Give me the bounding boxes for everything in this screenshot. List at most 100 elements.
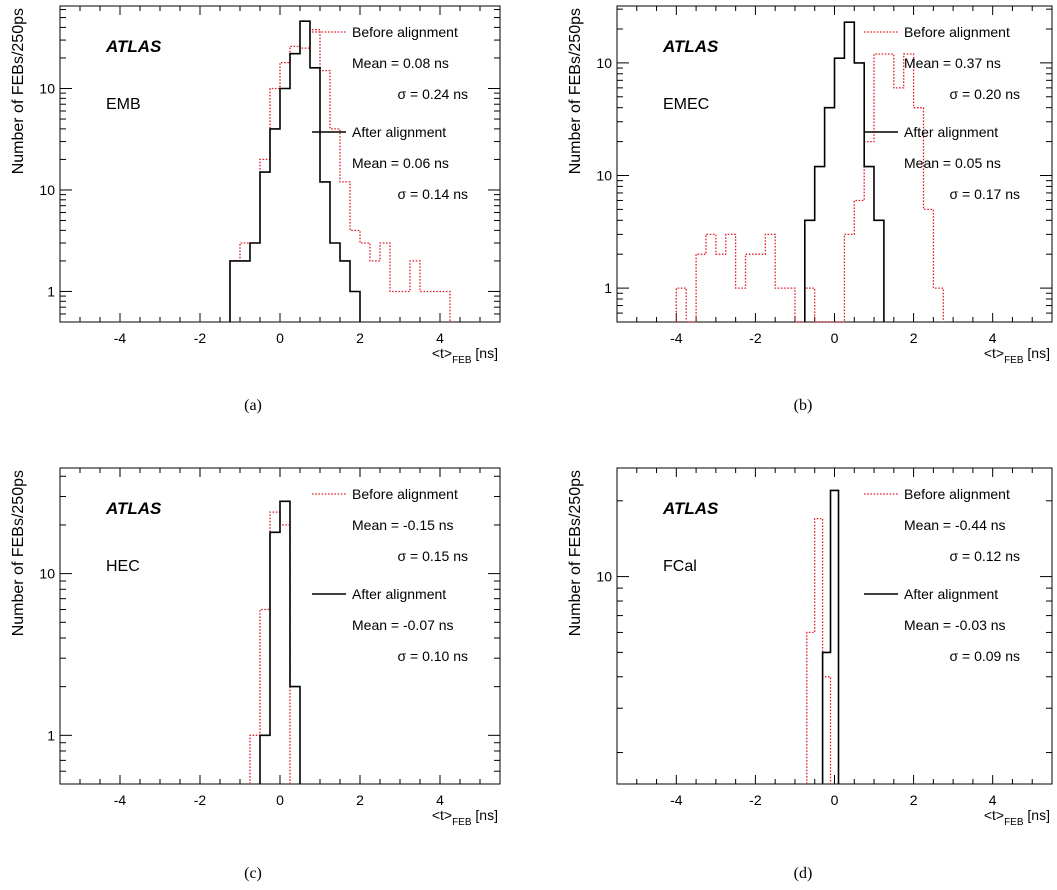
x-axis: -4 -2 0 2 4 xyxy=(616,468,1053,808)
after-alignment-histogram xyxy=(259,500,301,784)
x-axis-title-unit: [ns] xyxy=(1024,807,1050,823)
legend-after-mean: Mean = -0.03 ns xyxy=(904,617,1006,633)
x-tick-label: 2 xyxy=(356,330,364,346)
chart-panel-emb: -4 -2 0 2 4 1 10 10 ATLAS EMB Before alignment Mean… xyxy=(10,5,501,414)
x-tick-label: 4 xyxy=(436,330,444,346)
x-axis-title: <t>FEB [ns] xyxy=(432,807,498,828)
legend-before-mean: Mean = 0.37 ns xyxy=(904,55,1001,71)
legend-before-sigma: σ = 0.20 ns xyxy=(949,86,1020,102)
legend-after-sigma: σ = 0.14 ns xyxy=(397,186,468,202)
x-axis: -4 -2 0 2 4 xyxy=(59,6,501,346)
after-alignment-histogram xyxy=(804,21,885,322)
y-axis-title: Number of FEBs/250ps xyxy=(567,8,584,174)
y-tick-label: 10 xyxy=(596,569,612,585)
region-label: FCal xyxy=(663,558,697,575)
legend: Before alignment Mean = 0.37 ns σ = 0.20 n… xyxy=(864,24,1020,202)
x-axis-title-unit: [ns] xyxy=(472,807,498,823)
x-axis-title-main: <t> xyxy=(432,345,452,361)
x-tick-label: -2 xyxy=(194,792,207,808)
before-alignment-histogram xyxy=(229,29,451,322)
legend: Before alignment Mean = 0.08 ns σ = 0.24 n… xyxy=(312,24,468,202)
x-axis-title: <t>FEB [ns] xyxy=(984,345,1050,366)
region-label: EMEC xyxy=(663,96,709,113)
x-tick-label: -4 xyxy=(670,330,683,346)
legend-after-sigma: σ = 0.17 ns xyxy=(949,186,1020,202)
legend-after-label: After alignment xyxy=(904,586,998,602)
legend-after-label: After alignment xyxy=(352,586,446,602)
region-label: EMB xyxy=(106,96,141,113)
legend-before-label: Before alignment xyxy=(904,486,1010,502)
x-axis-title: <t>FEB [ns] xyxy=(432,345,498,366)
chart-panel-emec: -4 -2 0 2 4 1 10 10 ATLAS EMEC Before alignment Mea… xyxy=(567,5,1053,414)
legend: Before alignment Mean = -0.15 ns σ = 0.15 … xyxy=(312,486,468,664)
x-tick-label: 4 xyxy=(989,330,997,346)
x-axis-title-sub: FEB xyxy=(1004,355,1024,366)
legend-before-label: Before alignment xyxy=(352,486,458,502)
legend-after-label: After alignment xyxy=(904,124,998,140)
y-axis: 1 10 xyxy=(39,475,500,785)
legend-after-label: After alignment xyxy=(352,124,446,140)
x-tick-label: 2 xyxy=(910,792,918,808)
legend-before-mean: Mean = -0.15 ns xyxy=(352,517,454,533)
y-tick-label: 1 xyxy=(47,727,55,743)
x-tick-label: -2 xyxy=(194,330,207,346)
after-alignment-histogram xyxy=(229,20,361,322)
x-tick-label: -4 xyxy=(114,792,127,808)
legend-after-mean: Mean = 0.06 ns xyxy=(352,155,449,171)
legend-before-label: Before alignment xyxy=(904,24,1010,40)
legend: Before alignment Mean = -0.44 ns σ = 0.12 … xyxy=(864,486,1020,664)
atlas-label: ATLAS xyxy=(662,37,719,56)
legend-before-label: Before alignment xyxy=(352,24,458,40)
x-tick-label: -2 xyxy=(749,330,762,346)
y-tick-label: 1 xyxy=(604,280,612,296)
y-tick-label: 10 xyxy=(39,566,55,582)
before-alignment-histogram xyxy=(806,517,832,784)
atlas-label: ATLAS xyxy=(105,37,162,56)
after-alignment-histogram xyxy=(821,489,840,784)
x-tick-label: 0 xyxy=(276,792,284,808)
legend-before-sigma: σ = 0.15 ns xyxy=(397,548,468,564)
legend-after-sigma: σ = 0.10 ns xyxy=(397,648,468,664)
y-tick-label: 1 xyxy=(47,283,55,299)
x-axis-title-sub: FEB xyxy=(452,355,472,366)
x-tick-label: 4 xyxy=(989,792,997,808)
x-tick-label: 0 xyxy=(276,330,284,346)
legend-after-sigma: σ = 0.09 ns xyxy=(949,648,1020,664)
y-tick-label: 10 xyxy=(596,55,612,71)
y-axis-title: Number of FEBs/250ps xyxy=(10,8,27,174)
x-axis-title-sub: FEB xyxy=(1004,817,1024,828)
x-tick-label: -4 xyxy=(670,792,683,808)
y-axis: 1 10 10 xyxy=(596,8,1052,323)
x-tick-label: 2 xyxy=(356,792,364,808)
legend-before-sigma: σ = 0.24 ns xyxy=(397,86,468,102)
y-axis: 10 xyxy=(596,500,1052,754)
x-axis-title-sub: FEB xyxy=(452,817,472,828)
legend-after-mean: Mean = 0.05 ns xyxy=(904,155,1001,171)
legend-after-mean: Mean = -0.07 ns xyxy=(352,617,454,633)
chart-panel-fcal: -4 -2 0 2 4 10 ATLAS FCal Before alignment Mean =… xyxy=(567,467,1053,882)
x-tick-label: 0 xyxy=(831,792,839,808)
y-axis-title: Number of FEBs/250ps xyxy=(10,470,27,636)
panel-caption: (a) xyxy=(244,397,262,414)
y-axis: 1 10 10 xyxy=(39,9,500,323)
panel-caption: (c) xyxy=(244,865,262,882)
atlas-label: ATLAS xyxy=(105,499,162,518)
chart-panel-hec: -4 -2 0 2 4 1 10 ATLAS HEC Before alignment Mean =… xyxy=(10,467,501,882)
x-axis-title-main: <t> xyxy=(432,807,452,823)
panel-caption: (d) xyxy=(794,865,813,882)
x-axis-title-main: <t> xyxy=(984,807,1004,823)
x-tick-label: -4 xyxy=(114,330,127,346)
before-alignment-histogram xyxy=(675,53,944,323)
x-axis-title: <t>FEB [ns] xyxy=(984,807,1050,828)
x-axis-title-unit: [ns] xyxy=(1024,345,1050,361)
legend-before-mean: Mean = 0.08 ns xyxy=(352,55,449,71)
x-tick-label: 0 xyxy=(831,330,839,346)
region-label: HEC xyxy=(106,558,140,575)
y-axis-title: Number of FEBs/250ps xyxy=(567,470,584,636)
y-tick-label: 10 xyxy=(39,80,55,96)
panel-caption: (b) xyxy=(794,397,813,414)
legend-before-sigma: σ = 0.12 ns xyxy=(949,548,1020,564)
y-tick-label: 10 xyxy=(39,182,55,198)
x-axis-title-main: <t> xyxy=(984,345,1004,361)
